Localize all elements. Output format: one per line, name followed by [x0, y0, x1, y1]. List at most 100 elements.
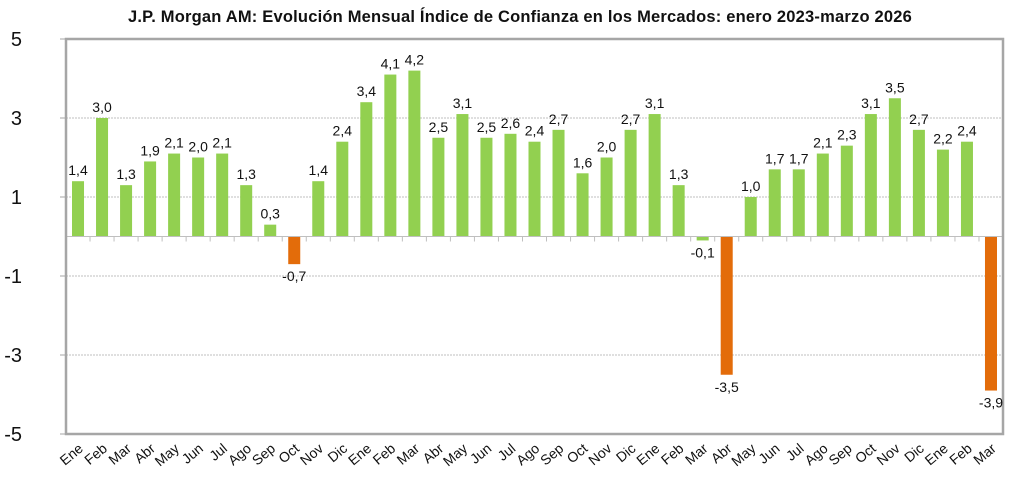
- bar: [504, 133, 517, 237]
- bar: [456, 114, 469, 237]
- data-label: 3,0: [92, 99, 112, 115]
- data-label: 2,1: [212, 135, 232, 151]
- x-tick-label: Abr: [419, 440, 446, 466]
- data-label: 3,1: [645, 95, 665, 111]
- bar: [672, 185, 685, 237]
- x-tick-label: Jun: [178, 440, 206, 467]
- bar: [264, 224, 277, 237]
- x-tick-label: Oct: [275, 440, 302, 466]
- bar: [840, 145, 853, 237]
- data-label: -0,7: [282, 268, 306, 284]
- x-tick-label: Oct: [564, 440, 591, 466]
- data-label: 2,1: [813, 135, 833, 151]
- bar: [888, 98, 901, 237]
- x-tick-label: Abr: [131, 440, 158, 466]
- x-tick-label: Jun: [467, 440, 495, 467]
- data-label: 1,7: [765, 150, 785, 166]
- data-label: 3,1: [861, 95, 881, 111]
- bar: [216, 153, 229, 237]
- bar: [720, 236, 733, 375]
- data-label: -3,9: [979, 395, 1003, 411]
- x-tick-label: Sep: [249, 440, 279, 468]
- bar: [984, 236, 997, 391]
- bar: [432, 137, 445, 237]
- x-tick-label: Jul: [206, 440, 230, 464]
- y-tick-label: -5: [4, 424, 22, 446]
- bar: [768, 169, 781, 237]
- data-label: 1,7: [789, 150, 809, 166]
- bars: [72, 70, 997, 391]
- bar: [384, 74, 397, 237]
- data-label: 2,0: [597, 139, 617, 155]
- bar: [240, 185, 253, 237]
- chart-title: J.P. Morgan AM: Evolución Mensual Índice…: [127, 8, 913, 26]
- data-label: 3,5: [885, 79, 905, 95]
- bar: [600, 157, 613, 237]
- data-label: 2,7: [909, 111, 929, 127]
- data-label: 1,3: [669, 166, 689, 182]
- bar: [936, 149, 949, 237]
- data-label: -0,1: [691, 244, 715, 260]
- y-tick-label: 5: [11, 29, 22, 51]
- bar: [696, 236, 709, 241]
- data-label: 2,1: [164, 135, 184, 151]
- bar: [576, 173, 589, 237]
- bar: [312, 181, 325, 237]
- x-tick-label: Oct: [852, 440, 879, 466]
- bar: [528, 141, 541, 237]
- bar: [168, 153, 181, 237]
- data-label: 2,2: [933, 131, 953, 147]
- x-tick-label: Dic: [613, 440, 639, 465]
- bar: [192, 157, 205, 237]
- x-tick-label: Sep: [537, 440, 567, 468]
- x-tick-label: Dic: [901, 440, 927, 465]
- data-label: 4,2: [405, 52, 425, 68]
- bar: [480, 137, 493, 237]
- bar: [72, 181, 85, 237]
- bar: [336, 141, 349, 237]
- data-label: 2,4: [333, 123, 353, 139]
- data-label: 2,3: [837, 127, 857, 143]
- data-label: 2,4: [525, 123, 545, 139]
- data-label: 1,3: [236, 166, 256, 182]
- data-label: 4,1: [381, 56, 401, 72]
- plot-frame: [64, 37, 1005, 436]
- bar: [624, 129, 637, 237]
- y-tick-label: 3: [11, 108, 22, 130]
- data-label: 1,9: [140, 142, 160, 158]
- data-label: 1,6: [573, 154, 593, 170]
- bar: [744, 197, 757, 237]
- x-tick-label: Abr: [708, 440, 735, 466]
- data-label: 2,5: [477, 119, 497, 135]
- x-tick-label: Mar: [970, 440, 999, 468]
- bar: [816, 153, 829, 237]
- bar: [96, 118, 109, 237]
- x-tick-label: Nov: [585, 440, 614, 468]
- data-label: 3,1: [453, 95, 473, 111]
- bar: [360, 102, 373, 237]
- data-label: 1,3: [116, 166, 136, 182]
- bar: [120, 185, 133, 237]
- data-label: 3,4: [357, 83, 377, 99]
- data-label: 2,4: [957, 123, 977, 139]
- x-tick-label: Jun: [755, 440, 783, 467]
- data-label: 2,6: [501, 115, 521, 131]
- y-axis-ticks: 5 3 1 -1 -3 -5: [4, 29, 22, 446]
- bar: [552, 129, 565, 237]
- data-labels: 1,43,01,31,9 2,1 2,0 2,11,30,3-0,71,42,43,4…: [68, 52, 1003, 411]
- data-label: 2,7: [621, 111, 641, 127]
- bar: [864, 114, 877, 237]
- x-tick-label: Nov: [873, 440, 902, 468]
- x-tick-label: Nov: [297, 440, 326, 468]
- data-label: -3,5: [715, 379, 739, 395]
- x-tick-label: Jul: [494, 440, 518, 464]
- x-tick-label: Jul: [783, 440, 807, 464]
- data-label: 0,3: [260, 206, 280, 222]
- data-label: 1,4: [68, 162, 88, 178]
- bar: [960, 141, 973, 237]
- bar: [408, 70, 421, 237]
- y-tick-label: 1: [11, 187, 22, 209]
- data-label: 2,0: [188, 139, 208, 155]
